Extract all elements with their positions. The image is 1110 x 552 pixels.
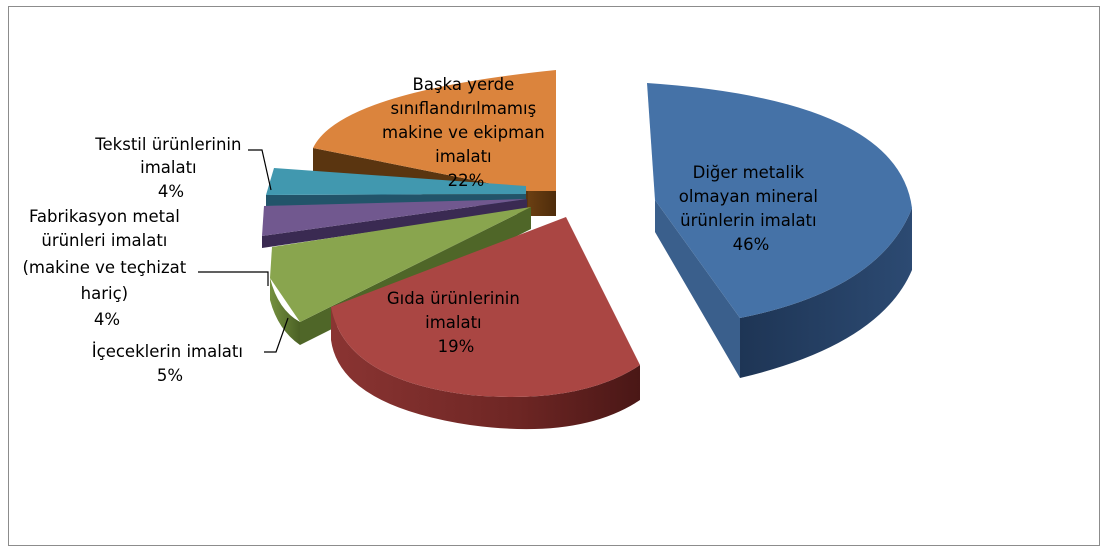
label-beverage: İçeceklerin imalatı 5% [92,342,248,385]
label-fabmetal: Fabrikasyon metal ürünleri imalatı (maki… [22,207,191,329]
label-textile: Tekstil ürünlerinin imalatı 4% [94,135,246,201]
leader-line-fabmetal [198,271,269,286]
leader-line-beverage [264,317,289,353]
leader-lines [198,149,289,353]
label-food: Gıda ürünlerinin imalatı 19% [387,289,525,356]
label-metallic: Diğer metalik olmayan mineral ürünlerin … [679,163,823,254]
slice-metallic [647,83,912,378]
slice-fabmetal [262,199,527,248]
slice-food [331,217,640,430]
label-machinery: Başka yerde sınıflandırılmamış makine ve… [382,75,550,190]
leader-line-textile [248,149,272,191]
